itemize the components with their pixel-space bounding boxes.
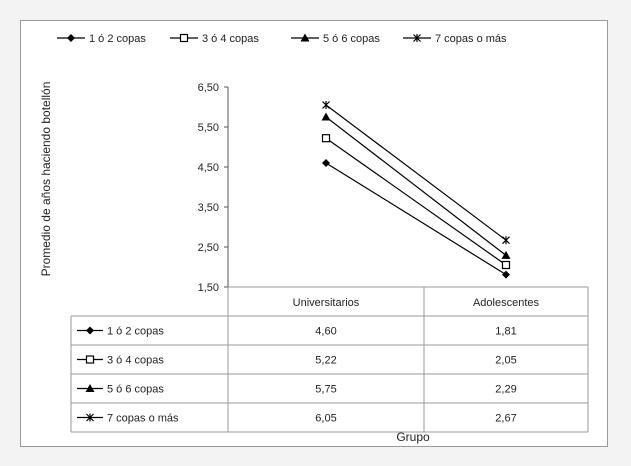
- chart-frame: 1 ó 2 copas 3 ó 4 copas 5 ó 6 copas 7 copas…: [20, 20, 608, 447]
- series-3: [321, 112, 511, 259]
- data-point: [501, 250, 511, 259]
- data-label: 5,22: [315, 355, 336, 367]
- legend-key-marker: [300, 33, 310, 42]
- category-label: Universitarios: [293, 297, 360, 309]
- legend-item: 7 copas o más: [403, 33, 507, 45]
- data-label: 1,81: [495, 326, 516, 338]
- row-label: 3 ó 4 copas: [107, 355, 164, 367]
- legend-item: 3 ó 4 copas: [170, 33, 259, 45]
- diamond-marker: [502, 270, 510, 279]
- y-axis-label: Promedio de años haciendo botellón: [39, 82, 53, 277]
- legend-item: 5 ó 6 copas: [291, 33, 380, 45]
- legend-key-marker: [413, 34, 421, 42]
- y-tick-label: 6,50: [198, 82, 219, 94]
- row-label: 7 copas o más: [107, 413, 179, 425]
- data-label: 5,75: [315, 384, 336, 396]
- data-label: 2,67: [495, 413, 516, 425]
- diamond-marker: [322, 159, 330, 167]
- x-marker: [502, 236, 510, 245]
- legend-key: [57, 34, 85, 42]
- series-2: [321, 134, 511, 270]
- y-tick-label: 3,50: [198, 202, 219, 214]
- legend: 1 ó 2 copas 3 ó 4 copas 5 ó 6 copas 7 copas…: [57, 33, 507, 45]
- data-label: 6,05: [315, 413, 336, 425]
- triangle-marker: [501, 250, 511, 259]
- square-marker: [321, 134, 331, 143]
- y-tick-label: 2,50: [198, 242, 219, 254]
- legend-label: 5 ó 6 copas: [323, 33, 380, 45]
- data-point: [502, 236, 510, 245]
- data-label: 2,29: [495, 384, 516, 396]
- data-label: 4,60: [315, 326, 336, 338]
- triangle-marker: [321, 112, 331, 121]
- diamond-marker: [86, 326, 94, 335]
- series-line: [325, 162, 507, 276]
- series-4: [322, 101, 510, 245]
- data-point: [321, 134, 331, 143]
- legend-item: 1 ó 2 copas: [57, 33, 146, 45]
- data-label: 2,05: [495, 355, 516, 367]
- category-label: Adolescentes: [473, 297, 540, 309]
- data-point: [322, 101, 330, 109]
- axes: 1,50 2,50 3,50 4,50 5,50 6,50: [198, 82, 229, 294]
- x-marker: [413, 34, 421, 42]
- series-line: [325, 104, 507, 241]
- legend-key: [170, 33, 198, 43]
- legend-key-marker: [179, 33, 189, 43]
- legend-label: 3 ó 4 copas: [202, 33, 259, 45]
- diamond-marker: [67, 34, 75, 42]
- line-chart: 1 ó 2 copas 3 ó 4 copas 5 ó 6 copas 7 copas…: [39, 33, 589, 444]
- table-row: 3 ó 4 copas 5,22 2,05: [77, 355, 517, 367]
- legend-key: [77, 355, 103, 364]
- table-row: 7 copas o más 6,05 2,67: [77, 413, 517, 425]
- x-marker: [86, 413, 94, 422]
- triangle-marker: [85, 384, 95, 392]
- legend-key: [291, 33, 319, 42]
- y-tick-label: 4,50: [198, 162, 219, 174]
- legend-key-marker: [85, 355, 95, 364]
- table-row: 5 ó 6 copas 5,75 2,29: [77, 384, 517, 396]
- square-marker: [501, 260, 511, 270]
- square-marker: [179, 33, 189, 43]
- data-point: [321, 112, 331, 121]
- legend-key-marker: [85, 384, 95, 392]
- legend-key: [77, 384, 103, 392]
- x-axis-label: Grupo: [396, 430, 430, 444]
- legend-label: 1 ó 2 copas: [89, 33, 146, 45]
- legend-key: [77, 326, 103, 335]
- series-line: [325, 137, 507, 266]
- row-label: 1 ó 2 copas: [107, 326, 164, 338]
- series-line: [325, 116, 507, 256]
- legend-key-marker: [86, 326, 94, 335]
- legend-key: [403, 34, 431, 42]
- legend-key-marker: [67, 34, 75, 42]
- data-table: Universitarios Adolescentes 1 ó 2 copas 4,6…: [70, 286, 589, 433]
- legend-key: [77, 413, 103, 422]
- square-marker: [85, 355, 95, 364]
- y-tick-label: 5,50: [198, 122, 219, 134]
- data-point: [322, 159, 330, 167]
- table-row: 1 ó 2 copas 4,60 1,81: [77, 326, 517, 338]
- data-point: [501, 260, 511, 270]
- data-point: [502, 270, 510, 279]
- y-tick-label: 1,50: [198, 282, 219, 294]
- series-1: [322, 159, 510, 279]
- row-label: 5 ó 6 copas: [107, 384, 164, 396]
- triangle-marker: [300, 33, 310, 42]
- series-lines: [321, 101, 511, 279]
- legend-label: 7 copas o más: [435, 33, 507, 45]
- legend-key-marker: [86, 413, 94, 422]
- x-marker: [322, 101, 330, 109]
